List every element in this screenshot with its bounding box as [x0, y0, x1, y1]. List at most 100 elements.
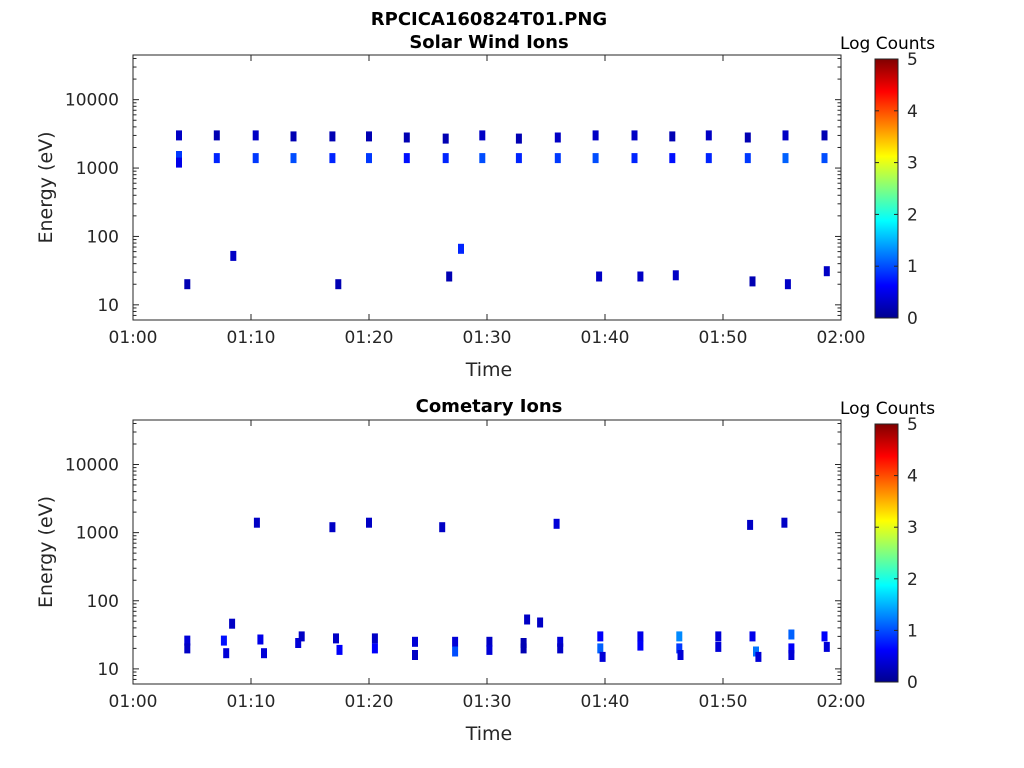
y-tick-label: 10 [97, 660, 119, 680]
data-cell [715, 641, 722, 652]
data-cell [537, 617, 544, 628]
panel-title: Solar Wind Ions [409, 32, 568, 53]
data-cell [597, 631, 604, 642]
data-cell [479, 130, 486, 141]
x-tick-label: 02:00 [817, 692, 866, 712]
data-cell [223, 648, 230, 659]
colorbar-tick-label: 0 [907, 309, 918, 329]
data-cell [290, 153, 297, 164]
data-cell [553, 518, 560, 529]
data-cell [295, 638, 302, 648]
data-cell [596, 271, 603, 282]
data-cell [821, 631, 828, 642]
data-cell [823, 641, 830, 652]
colorbar-tick-label: 2 [907, 205, 918, 225]
x-tick-label: 01:10 [227, 692, 276, 712]
data-cell [515, 133, 522, 144]
data-cell [592, 130, 599, 141]
data-cell [253, 517, 260, 528]
x-tick-label: 01:30 [463, 692, 512, 712]
x-axis-label: Time [465, 723, 513, 745]
data-cell [637, 640, 644, 651]
data-cell [257, 634, 264, 645]
y-axis-label: Energy (eV) [35, 496, 57, 608]
x-tick-label: 01:00 [109, 692, 158, 712]
data-cell [669, 131, 676, 142]
y-tick-label: 10000 [65, 456, 119, 476]
data-cell [747, 519, 754, 530]
colorbar-tick-label: 3 [907, 518, 918, 538]
colorbar-gradient [874, 58, 899, 319]
x-tick-label: 01:50 [699, 692, 748, 712]
data-cell [749, 276, 756, 287]
colorbar-tick-label: 0 [907, 673, 918, 693]
x-axis-label: Time [465, 359, 513, 381]
x-tick-label: 01:10 [227, 328, 276, 348]
colorbar-tick-label: 2 [907, 570, 918, 590]
colorbar-label: Log Counts [840, 34, 935, 54]
data-cell [515, 153, 522, 164]
data-cell [336, 644, 343, 655]
data-cell [176, 130, 182, 141]
data-cell [788, 650, 795, 660]
data-cell [597, 643, 604, 654]
data-cell [403, 132, 410, 143]
data-cell [220, 635, 227, 646]
data-cell [366, 153, 372, 164]
x-tick-label: 01:40 [581, 328, 630, 348]
data-cell [452, 646, 459, 657]
x-tick-label: 01:20 [345, 692, 394, 712]
data-cell [784, 279, 791, 290]
data-cell [371, 633, 378, 644]
y-tick-label: 10 [97, 296, 119, 316]
colorbar-label: Log Counts [840, 399, 935, 419]
y-tick-label: 10000 [65, 91, 119, 111]
data-cell [261, 648, 267, 659]
panel-2: 01:00 01:10 01:20 01:30 01:40 01:50 02:0010100… [35, 396, 935, 745]
x-tick-label: 02:00 [817, 328, 866, 348]
colorbar-tick-label: 3 [907, 154, 918, 174]
colorbar-tick-label: 4 [907, 467, 918, 487]
data-cell [744, 153, 751, 164]
data-cell [176, 157, 182, 168]
data-cell [788, 643, 795, 654]
data-cell [335, 279, 342, 290]
data-cell [479, 153, 486, 164]
data-cell [290, 131, 297, 142]
data-cell [637, 271, 644, 282]
data-cell [333, 633, 339, 644]
data-cell [782, 153, 789, 164]
data-cell [452, 636, 459, 647]
panel-1: 01:00 01:10 01:20 01:30 01:40 01:50 02:0010100… [35, 32, 935, 381]
data-cell [755, 651, 762, 662]
colorbar-tick-label: 1 [907, 257, 918, 277]
data-cell [821, 153, 828, 164]
data-cell [230, 250, 237, 261]
data-cell [458, 243, 464, 254]
data-cell [557, 643, 564, 654]
data-cell [439, 522, 446, 533]
data-cell [486, 636, 493, 647]
data-cell [631, 153, 638, 164]
data-cell [669, 153, 676, 164]
data-cell [412, 650, 418, 660]
data-cell [599, 651, 606, 662]
data-cell [749, 631, 756, 642]
data-cell [821, 130, 828, 141]
data-cell [366, 131, 372, 142]
data-cell [486, 644, 493, 655]
data-cells [176, 130, 830, 290]
data-cell [329, 131, 336, 142]
data-cell [252, 130, 259, 141]
x-tick-label: 01:50 [699, 328, 748, 348]
data-cell [442, 133, 449, 144]
data-cell [213, 130, 220, 141]
plot-area [133, 55, 841, 320]
data-cell [366, 517, 372, 528]
data-cell [446, 271, 453, 282]
data-cell [677, 650, 684, 660]
data-cell [329, 153, 336, 164]
